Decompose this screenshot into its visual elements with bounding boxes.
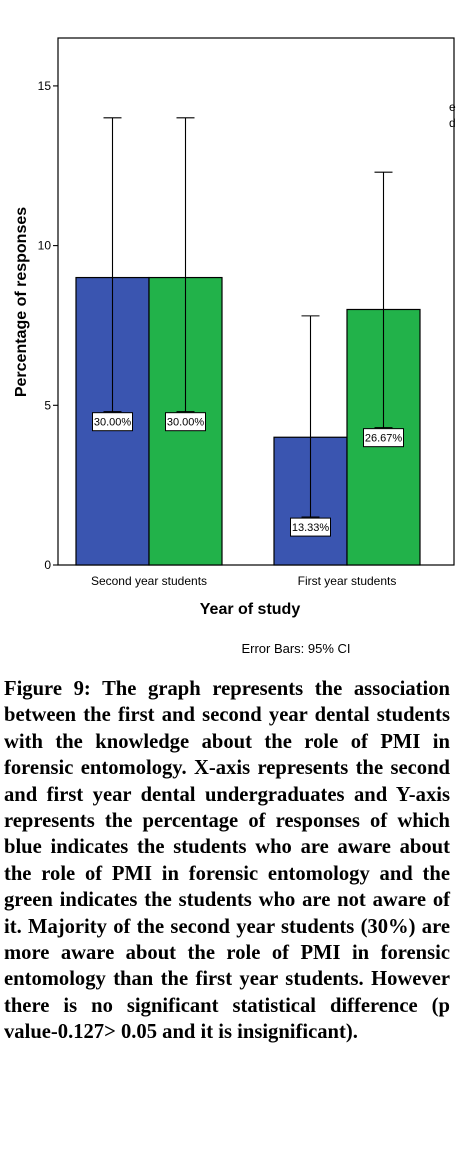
data-label: 13.33% [290,517,331,537]
svg-text:26.67%: 26.67% [365,433,403,445]
error-bar [176,117,195,413]
error-bar [374,171,393,429]
data-label: 30.00% [165,412,206,432]
svg-text:13.33%: 13.33% [292,522,330,534]
legend-fragment-1: e [449,100,456,114]
x-axis-label: Year of study [200,601,301,618]
y-tick-label: 5 [44,398,51,412]
data-label: 26.67% [363,428,404,448]
bar-chart: 30.00% 30.00% 13.33% 26.67% Second year stu… [13,37,456,656]
caption-text: Figure 9: The graph represents the assoc… [4,678,450,1044]
figure-caption: Figure 9: The graph represents the assoc… [4,676,450,1046]
svg-text:30.00%: 30.00% [167,417,205,429]
data-label: 30.00% [92,412,133,432]
y-tick-label: 10 [38,239,52,253]
x-tick-label: Second year students [91,574,207,588]
error-bars-note: Error Bars: 95% CI [241,641,350,656]
y-axis-label: Percentage of responses [13,207,30,397]
x-tick-label: First year students [298,574,397,588]
error-bar [103,117,122,413]
y-tick-label: 15 [38,79,52,93]
svg-text:30.00%: 30.00% [94,417,132,429]
legend-fragment-2: d [449,116,456,130]
error-bar [301,315,320,518]
y-tick-label: 0 [44,558,51,572]
